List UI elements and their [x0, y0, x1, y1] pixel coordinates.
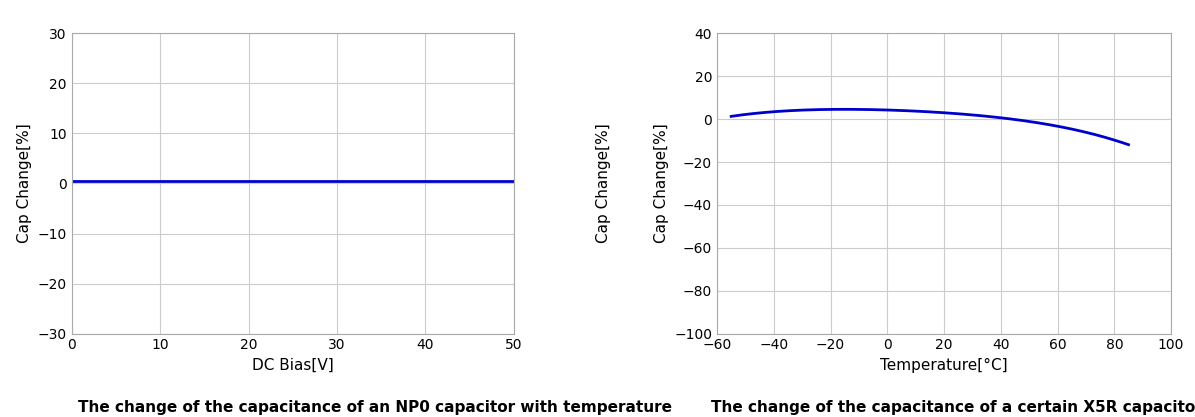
Text: The change of the capacitance of an NP0 capacitor with temperature: The change of the capacitance of an NP0 …: [78, 400, 672, 415]
X-axis label: Temperature[°C]: Temperature[°C]: [881, 358, 1007, 373]
Y-axis label: Cap Change[%]: Cap Change[%]: [654, 123, 668, 244]
Text: The change of the capacitance of a certain X5R capacitor with temperature: The change of the capacitance of a certa…: [711, 400, 1195, 415]
Y-axis label: Cap Change[%]: Cap Change[%]: [17, 123, 32, 244]
X-axis label: DC Bias[V]: DC Bias[V]: [252, 358, 333, 373]
Text: Cap Change[%]: Cap Change[%]: [596, 123, 611, 244]
